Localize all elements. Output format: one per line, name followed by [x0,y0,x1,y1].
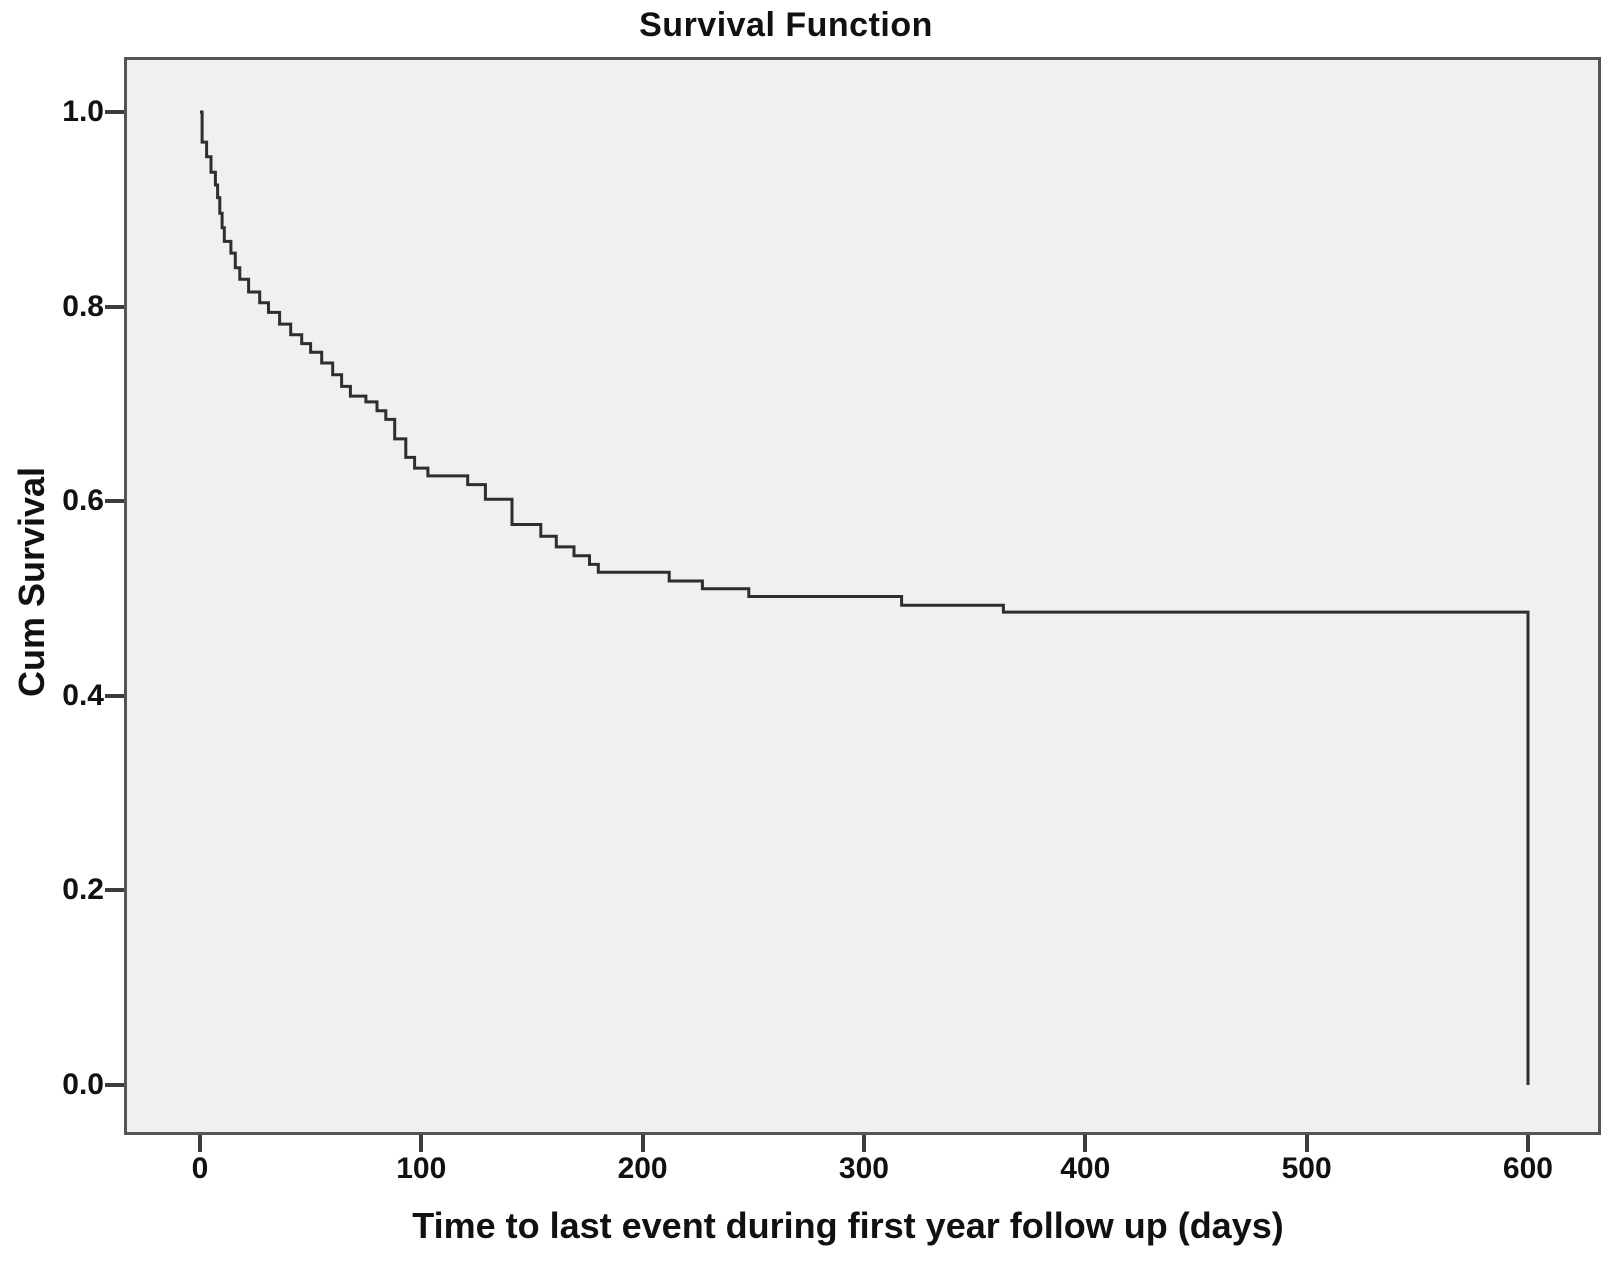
chart-title: Survival Function [639,6,933,44]
x-tick-mark [861,1135,866,1152]
y-tick-label: 0.8 [62,289,104,323]
x-tick-label: 400 [1060,1152,1111,1185]
x-tick-label: 200 [617,1152,668,1185]
plot-area [124,57,1601,1135]
y-tick-mark [105,304,124,309]
x-axis-title: Time to last event during first year fol… [412,1205,1284,1246]
x-tick-mark [640,1135,645,1152]
x-tick-mark [419,1135,424,1152]
x-tick-mark [1083,1135,1088,1152]
y-tick-mark [105,693,124,698]
y-tick-label: 0.4 [62,678,104,712]
x-tick-label: 300 [838,1152,889,1185]
y-tick-mark [105,1082,124,1087]
y-tick-mark [105,109,124,114]
y-tick-mark [105,888,124,893]
y-tick-label: 0.2 [62,873,104,907]
x-tick-mark [1525,1135,1530,1152]
x-tick-label: 100 [396,1152,447,1185]
y-tick-mark [105,499,124,504]
x-tick-label: 0 [191,1152,209,1185]
y-tick-label: 0.6 [62,484,104,518]
y-tick-label: 1.0 [62,94,104,128]
x-tick-mark [1304,1135,1309,1152]
y-axis-title: Cum Survival [11,466,52,698]
y-tick-label: 0.0 [62,1067,104,1101]
x-tick-mark [197,1135,202,1152]
x-tick-label: 600 [1502,1152,1553,1185]
x-tick-label: 500 [1281,1152,1332,1185]
